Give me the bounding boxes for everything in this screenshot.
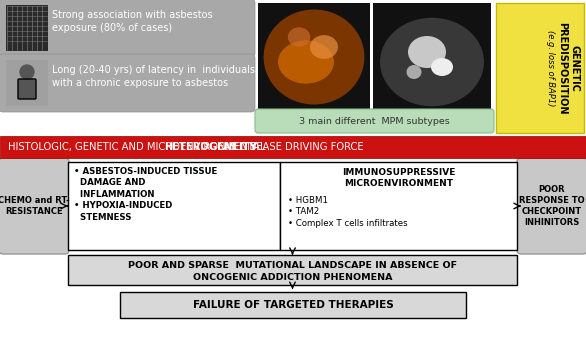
Text: IMMUNOSUPPRESSIVE
MICROENVIRONMENT: IMMUNOSUPPRESSIVE MICROENVIRONMENT: [342, 168, 455, 188]
Ellipse shape: [278, 40, 334, 84]
FancyBboxPatch shape: [517, 158, 586, 254]
Ellipse shape: [408, 36, 446, 68]
Bar: [68, 162, 280, 250]
Text: HISTOLOGIC, GENETIC AND MICROENVIRONMENTAL: HISTOLOGIC, GENETIC AND MICROENVIRONMENT…: [8, 142, 268, 152]
Bar: [68, 255, 517, 285]
Bar: [6, 60, 48, 106]
Text: GENETIC: GENETIC: [569, 44, 579, 91]
Text: CHEMO and RT-
RESISTANCE: CHEMO and RT- RESISTANCE: [0, 196, 70, 216]
Text: POOR
RESPONSE TO
CHECKPOINT
INHINITORS: POOR RESPONSE TO CHECKPOINT INHINITORS: [519, 185, 585, 227]
FancyBboxPatch shape: [0, 158, 69, 254]
Ellipse shape: [380, 18, 484, 106]
Text: 3 main different  MPM subtypes: 3 main different MPM subtypes: [299, 117, 450, 126]
Bar: [496, 3, 584, 133]
Text: ONCOGENIC ADDICTION PHENOMENA: ONCOGENIC ADDICTION PHENOMENA: [193, 273, 392, 282]
Bar: [0, 136, 586, 158]
Text: PREDISPOSITION: PREDISPOSITION: [557, 22, 567, 114]
Ellipse shape: [264, 9, 364, 105]
FancyBboxPatch shape: [255, 109, 494, 133]
Text: (e.g. loss of BAP1): (e.g. loss of BAP1): [546, 30, 554, 106]
Bar: [258, 3, 370, 111]
Bar: [373, 3, 491, 111]
Text: • ASBESTOS-INDUCED TISSUE
  DAMAGE AND
  INFLAMMATION
• HYPOXIA-INDUCED
  STEMNE: • ASBESTOS-INDUCED TISSUE DAMAGE AND INF…: [74, 167, 217, 222]
Text: Long (20-40 yrs) of latency in  individuals
with a chronic exposure to asbestos: Long (20-40 yrs) of latency in individua…: [52, 65, 255, 88]
Bar: [120, 292, 466, 318]
FancyBboxPatch shape: [18, 79, 36, 99]
Bar: [6, 5, 48, 51]
Ellipse shape: [288, 27, 310, 47]
Circle shape: [20, 65, 34, 79]
Ellipse shape: [431, 58, 453, 76]
Ellipse shape: [407, 65, 421, 79]
Text: HETEROGENEITY: HETEROGENEITY: [163, 142, 257, 152]
Text: Strong association with asbestos
exposure (80% of cases): Strong association with asbestos exposur…: [52, 10, 213, 33]
Bar: [280, 162, 517, 250]
Text: POOR AND SPARSE  MUTATIONAL LANDSCAPE IN ABSENCE OF: POOR AND SPARSE MUTATIONAL LANDSCAPE IN …: [128, 260, 457, 270]
FancyBboxPatch shape: [0, 0, 255, 57]
Text: FAILURE OF TARGETED THERAPIES: FAILURE OF TARGETED THERAPIES: [193, 300, 393, 310]
Ellipse shape: [310, 35, 338, 59]
Text: AS DISEASE DRIVING FORCE: AS DISEASE DRIVING FORCE: [220, 142, 363, 152]
FancyBboxPatch shape: [0, 54, 255, 112]
Text: • HGBM1
• TAM2
• Complex T cells infiltrates: • HGBM1 • TAM2 • Complex T cells infiltr…: [288, 196, 408, 228]
